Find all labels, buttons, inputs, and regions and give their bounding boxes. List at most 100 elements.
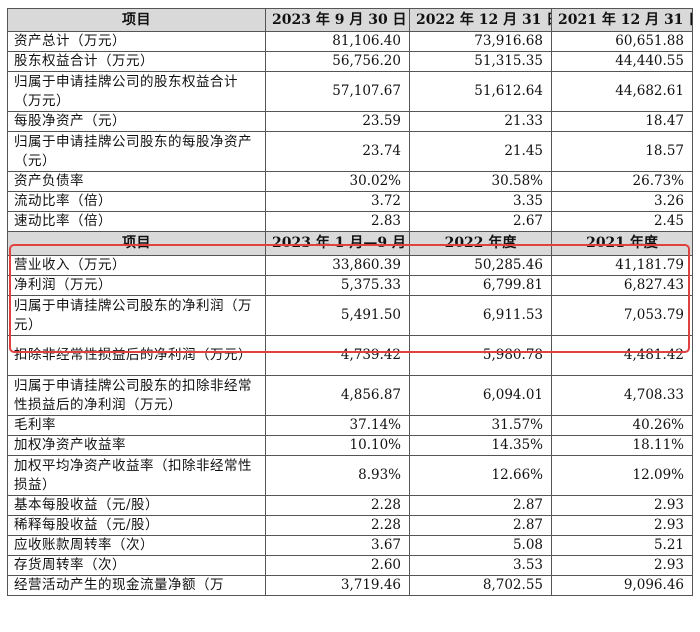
header-period-cell: 2022 年 12 月 31 日 [409, 8, 552, 32]
row-label-cell: 归属于申请挂牌公司股东的扣除非经常性损益后的净利润（万元） [7, 375, 266, 416]
value-cell: 41,181.79 [551, 255, 693, 276]
row-label-cell: 归属于申请挂牌公司的股东权益合计（万元） [7, 71, 266, 112]
table-row: 加权平均净资产收益率（扣除非经常性损益） 8.93% 12.66% 12.09% [7, 455, 693, 496]
table-row: 净利润（万元） 5,375.33 6,799.81 6,827.43 [7, 275, 693, 296]
table-row: 营业收入（万元） 33,860.39 50,285.46 41,181.79 [7, 255, 693, 276]
table-row: 速动比率（倍） 2.83 2.67 2.45 [7, 211, 693, 232]
value-cell: 3,719.46 [265, 575, 410, 596]
value-cell: 3.67 [265, 535, 410, 556]
value-cell: 5.08 [409, 535, 552, 556]
value-cell: 6,827.43 [551, 275, 693, 296]
value-cell: 23.59 [265, 111, 410, 132]
table-row: 归属于申请挂牌公司股东的净利润（万元） 5,491.50 6,911.53 7,053… [7, 295, 693, 336]
row-label-cell: 速动比率（倍） [7, 211, 266, 232]
header-period-cell: 2021 年 12 月 31 日 [551, 8, 693, 32]
value-cell: 18.47 [551, 111, 693, 132]
row-label-cell: 经营活动产生的现金流量净额（万 [7, 575, 266, 596]
value-cell: 2.60 [265, 555, 410, 576]
value-cell: 8.93% [265, 455, 410, 496]
value-cell: 2.87 [409, 495, 552, 516]
row-label-cell: 基本每股收益（元/股） [7, 495, 266, 516]
header-label-cell: 项目 [7, 8, 266, 32]
value-cell: 26.73% [551, 171, 693, 192]
value-cell: 5,491.50 [265, 295, 410, 336]
value-cell: 4,481.42 [551, 335, 693, 376]
financial-table: 项目 2023 年 9 月 30 日 2022 年 12 月 31 日 2021 年 … [7, 8, 693, 596]
header-period-cell: 2023 年 1 月—9 月 [265, 231, 410, 256]
table-row: 流动比率（倍） 3.72 3.35 3.26 [7, 191, 693, 212]
value-cell: 51,315.35 [409, 51, 552, 72]
table-row: 资产负债率 30.02% 30.58% 26.73% [7, 171, 693, 192]
value-cell: 37.14% [265, 415, 410, 436]
value-cell: 18.11% [551, 435, 693, 456]
table-row: 存货周转率（次） 2.60 3.53 2.93 [7, 555, 693, 576]
row-label-cell: 扣除非经常性损益后的净利润（万元） [7, 335, 266, 376]
value-cell: 2.93 [551, 515, 693, 536]
value-cell: 44,440.55 [551, 51, 693, 72]
value-cell: 73,916.68 [409, 31, 552, 52]
value-cell: 44,682.61 [551, 71, 693, 112]
table-row: 归属于申请挂牌公司的股东权益合计（万元） 57,107.67 51,612.64 44… [7, 71, 693, 112]
table-row: 扣除非经常性损益后的净利润（万元） 4,739.42 5,980.78 4,481.4… [7, 335, 693, 376]
row-label-cell: 资产负债率 [7, 171, 266, 192]
value-cell: 6,799.81 [409, 275, 552, 296]
value-cell: 2.28 [265, 515, 410, 536]
value-cell: 9,096.46 [551, 575, 693, 596]
header-label-cell: 项目 [7, 231, 266, 256]
header-row-income: 项目 2023 年 1 月—9 月 2022 年度 2021 年度 [7, 231, 693, 256]
value-cell: 4,856.87 [265, 375, 410, 416]
value-cell: 7,053.79 [551, 295, 693, 336]
row-label-cell: 流动比率（倍） [7, 191, 266, 212]
row-label-cell: 股东权益合计（万元） [7, 51, 266, 72]
row-label-cell: 归属于申请挂牌公司股东的每股净资产（元） [7, 131, 266, 172]
value-cell: 2.83 [265, 211, 410, 232]
value-cell: 5,980.78 [409, 335, 552, 376]
value-cell: 2.87 [409, 515, 552, 536]
header-period-cell: 2021 年度 [551, 231, 693, 256]
value-cell: 21.45 [409, 131, 552, 172]
value-cell: 10.10% [265, 435, 410, 456]
value-cell: 3.26 [551, 191, 693, 212]
row-label-cell: 毛利率 [7, 415, 266, 436]
value-cell: 57,107.67 [265, 71, 410, 112]
value-cell: 6,911.53 [409, 295, 552, 336]
header-period-cell: 2023 年 9 月 30 日 [265, 8, 410, 32]
table-row: 归属于申请挂牌公司股东的扣除非经常性损益后的净利润（万元） 4,856.87 6,0… [7, 375, 693, 416]
header-row-balance: 项目 2023 年 9 月 30 日 2022 年 12 月 31 日 2021 年 … [7, 8, 693, 32]
value-cell: 23.74 [265, 131, 410, 172]
table-row: 基本每股收益（元/股） 2.28 2.87 2.93 [7, 495, 693, 516]
value-cell: 30.58% [409, 171, 552, 192]
row-label-cell: 加权平均净资产收益率（扣除非经常性损益） [7, 455, 266, 496]
value-cell: 18.57 [551, 131, 693, 172]
row-label-cell: 归属于申请挂牌公司股东的净利润（万元） [7, 295, 266, 336]
value-cell: 60,651.88 [551, 31, 693, 52]
value-cell: 6,094.01 [409, 375, 552, 416]
table-row: 归属于申请挂牌公司股东的每股净资产（元） 23.74 21.45 18.57 [7, 131, 693, 172]
value-cell: 31.57% [409, 415, 552, 436]
value-cell: 12.66% [409, 455, 552, 496]
value-cell: 30.02% [265, 171, 410, 192]
value-cell: 4,708.33 [551, 375, 693, 416]
value-cell: 14.35% [409, 435, 552, 456]
value-cell: 21.33 [409, 111, 552, 132]
table-row: 资产总计（万元） 81,106.40 73,916.68 60,651.88 [7, 31, 693, 52]
value-cell: 40.26% [551, 415, 693, 436]
row-label-cell: 每股净资产（元） [7, 111, 266, 132]
value-cell: 2.67 [409, 211, 552, 232]
value-cell: 3.35 [409, 191, 552, 212]
value-cell: 8,702.55 [409, 575, 552, 596]
value-cell: 5.21 [551, 535, 693, 556]
row-label-cell: 资产总计（万元） [7, 31, 266, 52]
value-cell: 50,285.46 [409, 255, 552, 276]
value-cell: 51,612.64 [409, 71, 552, 112]
value-cell: 2.93 [551, 555, 693, 576]
table-row: 经营活动产生的现金流量净额（万 3,719.46 8,702.55 9,096.46 [7, 575, 693, 596]
row-label-cell: 净利润（万元） [7, 275, 266, 296]
value-cell: 3.72 [265, 191, 410, 212]
value-cell: 2.93 [551, 495, 693, 516]
row-label-cell: 应收账款周转率（次） [7, 535, 266, 556]
value-cell: 33,860.39 [265, 255, 410, 276]
value-cell: 12.09% [551, 455, 693, 496]
table-row: 毛利率 37.14% 31.57% 40.26% [7, 415, 693, 436]
value-cell: 2.45 [551, 211, 693, 232]
